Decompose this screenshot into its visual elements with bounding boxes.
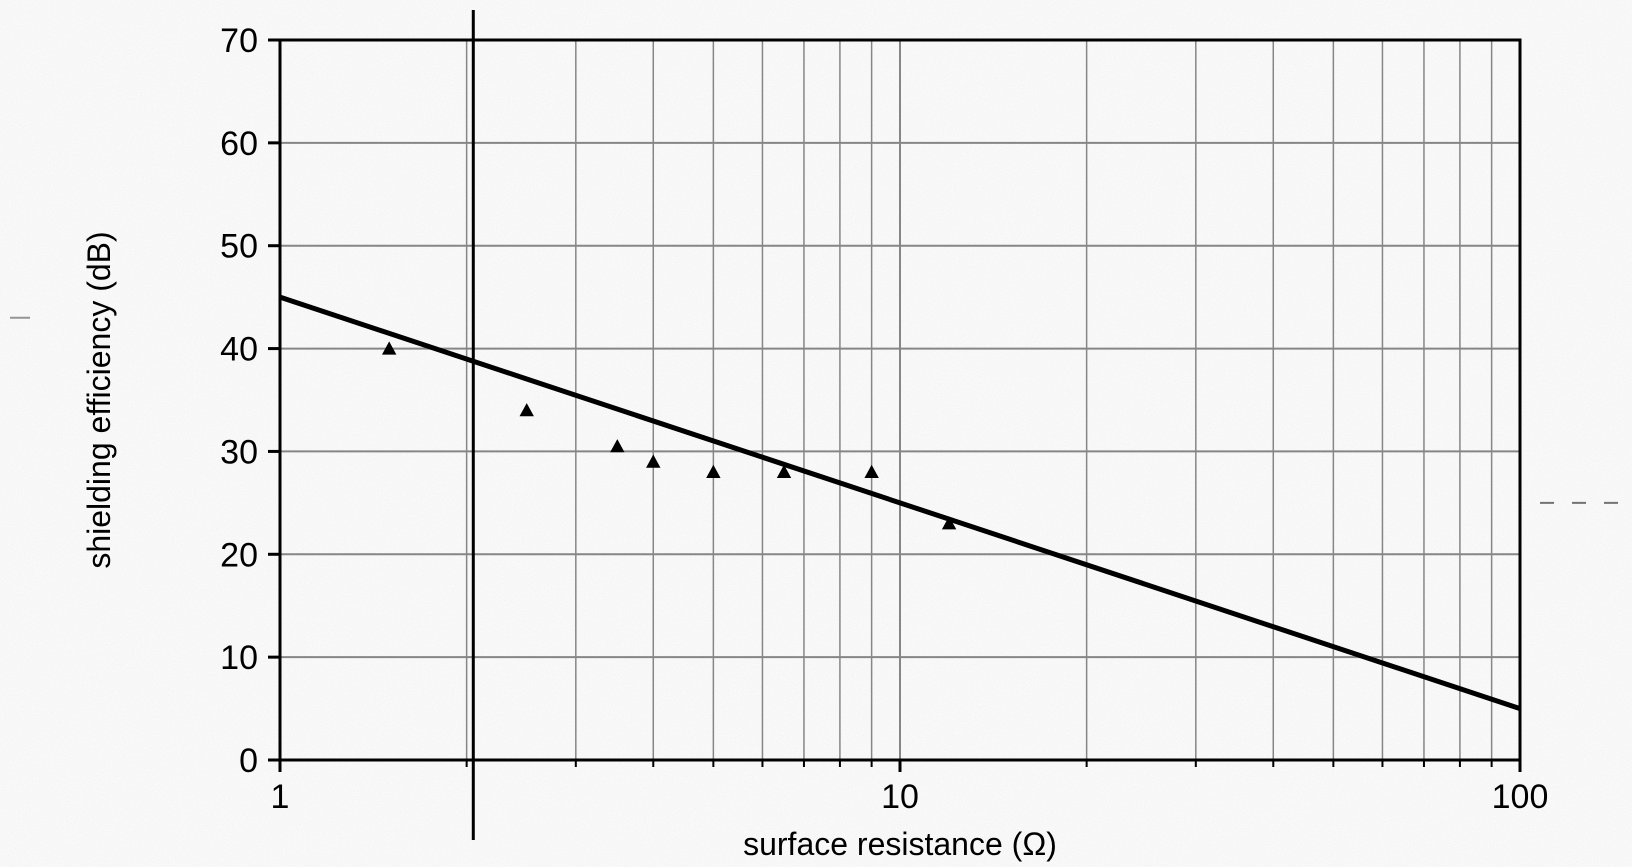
noise-overlay [0,0,1632,867]
chart-container: 010203040506070110100surface resistance … [0,0,1632,867]
chart-svg: 010203040506070110100surface resistance … [0,0,1632,867]
